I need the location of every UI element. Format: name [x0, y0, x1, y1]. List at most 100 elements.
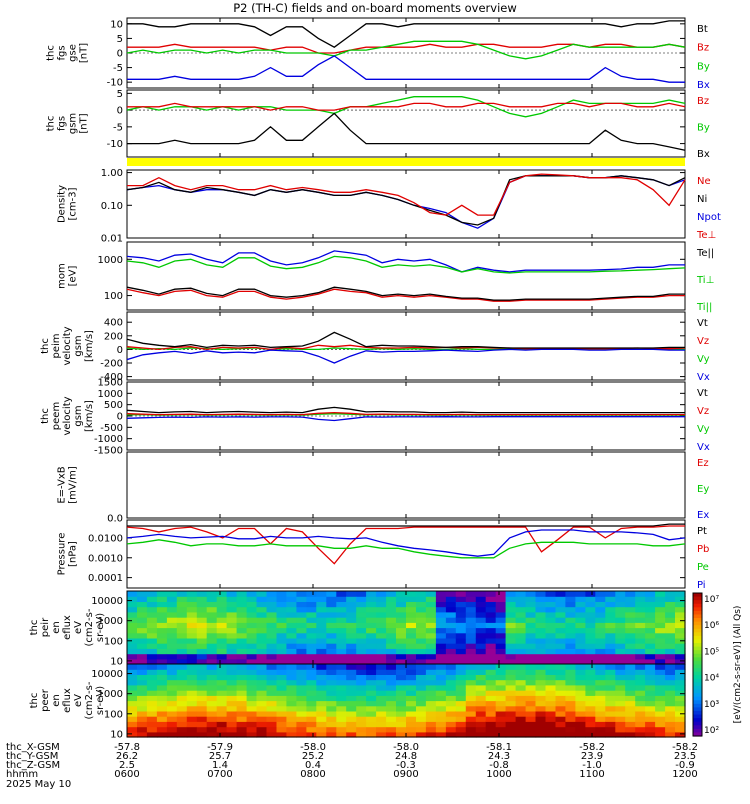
- footer-value: -58.0: [393, 742, 419, 753]
- heatmap-cell: [525, 611, 537, 618]
- heatmap-cell: [575, 684, 586, 691]
- heatmap-cell: [555, 684, 567, 691]
- heatmap-cell: [226, 617, 238, 623]
- colorbar-tick-label: 10⁵: [704, 647, 719, 657]
- colorbar-cell: [693, 657, 702, 662]
- y-tick-label: 10: [110, 729, 123, 740]
- heatmap-cell: [286, 653, 297, 660]
- heatmap-cell: [346, 601, 357, 608]
- y-axis-label: [nT]: [79, 43, 90, 63]
- heatmap-cell: [176, 710, 188, 717]
- heatmap-cell: [605, 684, 616, 691]
- heatmap-cell: [326, 632, 337, 639]
- heatmap-cell: [216, 705, 228, 712]
- heatmap-cell: [127, 622, 138, 629]
- heatmap-cell: [176, 648, 188, 655]
- heatmap-cell: [146, 606, 158, 613]
- heatmap-cell: [495, 591, 507, 597]
- heatmap-cell: [156, 637, 168, 644]
- heatmap-cell: [655, 674, 666, 681]
- heatmap-cell: [605, 632, 616, 639]
- heatmap-cell: [625, 596, 636, 602]
- heatmap-cell: [605, 627, 616, 634]
- heatmap-cell: [356, 726, 367, 733]
- heatmap-cell: [386, 653, 397, 660]
- footer-value: 25.2: [302, 751, 324, 762]
- heatmap-cell: [605, 591, 616, 597]
- heatmap-cell: [565, 674, 576, 681]
- heatmap-cell: [396, 632, 407, 639]
- heatmap-cell: [435, 695, 447, 702]
- heatmap-cell: [306, 637, 317, 644]
- heatmap-cell: [127, 731, 138, 738]
- heatmap-cell: [635, 627, 646, 634]
- heatmap-cell: [655, 690, 666, 696]
- heatmap-cell: [525, 601, 537, 608]
- legend-item: Vt: [697, 318, 708, 329]
- heatmap-cell: [146, 710, 158, 717]
- heatmap-cell: [236, 648, 248, 655]
- heatmap-cell: [425, 674, 437, 681]
- heatmap-cell: [276, 617, 288, 623]
- heatmap-cell: [206, 637, 218, 644]
- heatmap-cell: [146, 684, 158, 691]
- legend-item: Pt: [697, 526, 707, 537]
- heatmap-cell: [575, 643, 586, 649]
- colorbar-cell: [693, 593, 702, 598]
- heatmap-cell: [206, 627, 218, 634]
- heatmap-cell: [186, 658, 198, 665]
- panel-frame: [126, 381, 686, 451]
- heatmap-cell: [246, 643, 258, 649]
- heatmap-cell: [146, 596, 158, 602]
- heatmap-cell: [356, 637, 367, 644]
- heatmap-cell: [475, 705, 487, 712]
- heatmap-cell: [376, 716, 387, 722]
- heatmap-cell: [276, 684, 288, 691]
- heatmap-cell: [455, 690, 467, 696]
- y-tick-label: -10: [107, 78, 123, 89]
- heatmap-cell: [535, 622, 547, 629]
- heatmap-cell: [505, 710, 517, 717]
- heatmap-cell: [645, 611, 656, 618]
- heatmap-cell: [615, 601, 626, 608]
- heatmap-cell: [605, 690, 616, 696]
- colorbar-cell: [693, 621, 702, 626]
- heatmap-cell: [445, 721, 457, 728]
- heatmap-cell: [346, 611, 357, 618]
- heatmap-cell: [196, 664, 208, 670]
- heatmap-cell: [366, 674, 377, 681]
- y-tick-label: 0.0010: [88, 553, 123, 564]
- heatmap-cell: [485, 664, 497, 670]
- heatmap-cell: [366, 632, 377, 639]
- heatmap-cell: [435, 674, 447, 681]
- heatmap-cell: [236, 617, 248, 623]
- heatmap-cell: [296, 721, 307, 728]
- heatmap-cell: [615, 643, 626, 649]
- heatmap-cell: [585, 669, 596, 675]
- heatmap-cell: [635, 617, 646, 623]
- y-tick-label: 10: [110, 19, 123, 30]
- heatmap-cell: [127, 648, 138, 655]
- heatmap-cell: [465, 637, 477, 644]
- y-axis-label: gsm: [68, 113, 79, 134]
- heatmap-cell: [276, 695, 288, 702]
- colorbar-cell: [693, 600, 702, 605]
- heatmap-cell: [336, 705, 347, 712]
- heatmap-cell: [276, 690, 288, 696]
- heatmap-cell: [565, 669, 576, 675]
- heatmap-cell: [565, 695, 576, 702]
- heatmap-cell: [346, 658, 357, 665]
- heatmap-cell: [326, 627, 337, 634]
- legend-item: Te⊥: [696, 230, 716, 241]
- heatmap-cell: [186, 679, 198, 686]
- y-axis-label: peim: [51, 333, 62, 358]
- heatmap-cell: [246, 695, 258, 702]
- heatmap-cell: [455, 705, 467, 712]
- heatmap-cell: [356, 690, 367, 696]
- heatmap-cell: [206, 632, 218, 639]
- heatmap-cell: [176, 716, 188, 722]
- heatmap-cell: [246, 648, 258, 655]
- heatmap-cell: [186, 726, 198, 733]
- heatmap-cell: [396, 653, 407, 660]
- heatmap-cell: [176, 679, 188, 686]
